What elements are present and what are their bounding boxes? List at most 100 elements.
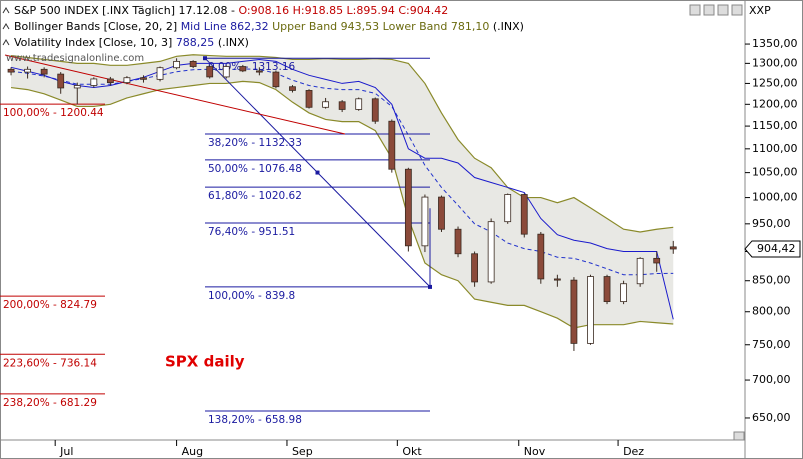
candle-body (173, 61, 180, 69)
candle-body (520, 194, 528, 235)
candle-body (404, 168, 412, 247)
fib-label: 76,40% - 951.51 (208, 226, 295, 238)
candle-body (222, 66, 230, 78)
x-tick-label: Nov (524, 445, 546, 458)
legend-part: (.INX) (493, 20, 524, 33)
band-fill (11, 54, 674, 328)
x-tick-label: Aug (182, 445, 203, 458)
fib-handle (315, 170, 320, 175)
legend-part: (.INX) (218, 36, 249, 49)
x-tick-label: Sep (292, 445, 313, 458)
x-tick-label: Okt (402, 445, 422, 458)
fib-handle (428, 284, 432, 289)
y-tick-label: 650,00 (752, 411, 791, 424)
candle-body (289, 86, 296, 91)
y-tick-label: 1300,00 (752, 56, 798, 69)
y-tick-label: 1200,00 (752, 97, 798, 110)
candle-body (537, 233, 545, 280)
candle-body (239, 66, 247, 72)
candle-body (438, 196, 445, 230)
y-tick-label: 750,00 (752, 338, 791, 351)
fib-handle (203, 56, 207, 61)
last-price: 904,42 (757, 242, 796, 255)
watermark: www.tradesignalonline.com (6, 53, 144, 64)
candle-body (7, 68, 15, 73)
legend-icon (2, 7, 10, 14)
y-tick-label: 950,00 (752, 217, 791, 230)
mid-line (10, 68, 674, 276)
y-tick-label: 1000,00 (752, 191, 798, 204)
candle-body (669, 246, 677, 250)
candle-body (305, 90, 313, 108)
symbol: XXP (749, 4, 771, 17)
candle-body (123, 77, 131, 84)
y-tick-label: 700,00 (752, 373, 791, 386)
fib-label: 223,60% - 736.14 (3, 357, 97, 369)
upper-band (10, 54, 674, 233)
candle-body (189, 61, 197, 67)
legend-icon (2, 23, 10, 30)
legend-line: S&P 500 INDEX [.INX Täglich] 17.12.08 - … (14, 4, 448, 17)
candle-body (24, 68, 31, 73)
y-tick-label: 850,00 (752, 274, 791, 287)
scroll-button[interactable] (733, 431, 745, 441)
volatility-line (10, 58, 674, 320)
candle-body (57, 73, 65, 89)
tool-button[interactable] (717, 4, 729, 16)
legend-part: Mid Line 862,32 (181, 20, 272, 33)
legend-part: Volatility Index [Close, 10, 3] (14, 36, 176, 49)
candle-body (255, 70, 263, 73)
y-tick-label: 800,00 (752, 305, 791, 318)
candle-body (156, 67, 164, 80)
fib-label: 100,00% - 839.8 (208, 290, 295, 302)
fib-label: 50,00% - 1076.48 (208, 163, 302, 175)
lower-band (10, 80, 674, 329)
x-tick-label: Dez (623, 445, 644, 458)
y-tick-label: 1100,00 (752, 142, 798, 155)
candle-body (73, 85, 81, 89)
legend-line: Volatility Index [Close, 10, 3] 788,25 (… (14, 36, 249, 49)
legend-part: S&P 500 INDEX [.INX Täglich] 17.12.08 - (14, 4, 238, 17)
y-tick-label: 1050,00 (752, 166, 798, 179)
annotation: SPX daily (165, 353, 245, 371)
candle-body (40, 68, 48, 75)
y-tick-label: 1250,00 (752, 76, 798, 89)
candle-body (487, 221, 495, 283)
legend-line: Bollinger Bands [Close, 20, 2] Mid Line … (14, 20, 524, 33)
candle-body (504, 194, 512, 223)
candle-body (140, 77, 147, 80)
candle-body (322, 101, 329, 108)
fib-label: 61,80% - 1020.62 (208, 190, 302, 202)
toolbar[interactable] (689, 4, 743, 16)
tool-button[interactable] (703, 4, 715, 16)
candle-body (206, 66, 214, 78)
legend-part: 788,25 (176, 36, 218, 49)
candle-body (454, 228, 462, 255)
fib-label: 138,20% - 658.98 (208, 414, 302, 426)
fib-label: 238,20% - 681.29 (3, 397, 97, 409)
trend-line (4, 54, 346, 135)
fib-label: 0,00% - 1313.16 (208, 61, 296, 73)
y-tick-label: 1150,00 (752, 119, 798, 132)
legend-part: Upper Band 943,53 Lower Band 781,10 (272, 20, 493, 33)
fib-label: 200,00% - 824.79 (3, 299, 97, 311)
candle-body (471, 253, 478, 283)
tool-button[interactable] (689, 4, 701, 16)
legend-icon (2, 39, 10, 46)
legend-part: O:908.16 H:918.85 L:895.94 C:904.42 (238, 4, 448, 17)
candle-body (355, 98, 363, 110)
candle-body (587, 276, 594, 344)
candle-body (388, 120, 396, 170)
candle-body (90, 78, 98, 86)
plot: 0,00% - 1313.16 38,20% - 1132.33 50,00% - … (0, 54, 677, 426)
x-tick-label: Jul (59, 445, 73, 458)
candle-body (570, 279, 578, 344)
price-box (744, 240, 801, 258)
tool-button[interactable] (731, 4, 743, 16)
candle-body (421, 196, 429, 247)
candle-body (653, 257, 661, 264)
fib-label: 38,20% - 1132.33 (208, 137, 302, 149)
candle-body (636, 257, 644, 285)
candle-body (603, 276, 611, 303)
